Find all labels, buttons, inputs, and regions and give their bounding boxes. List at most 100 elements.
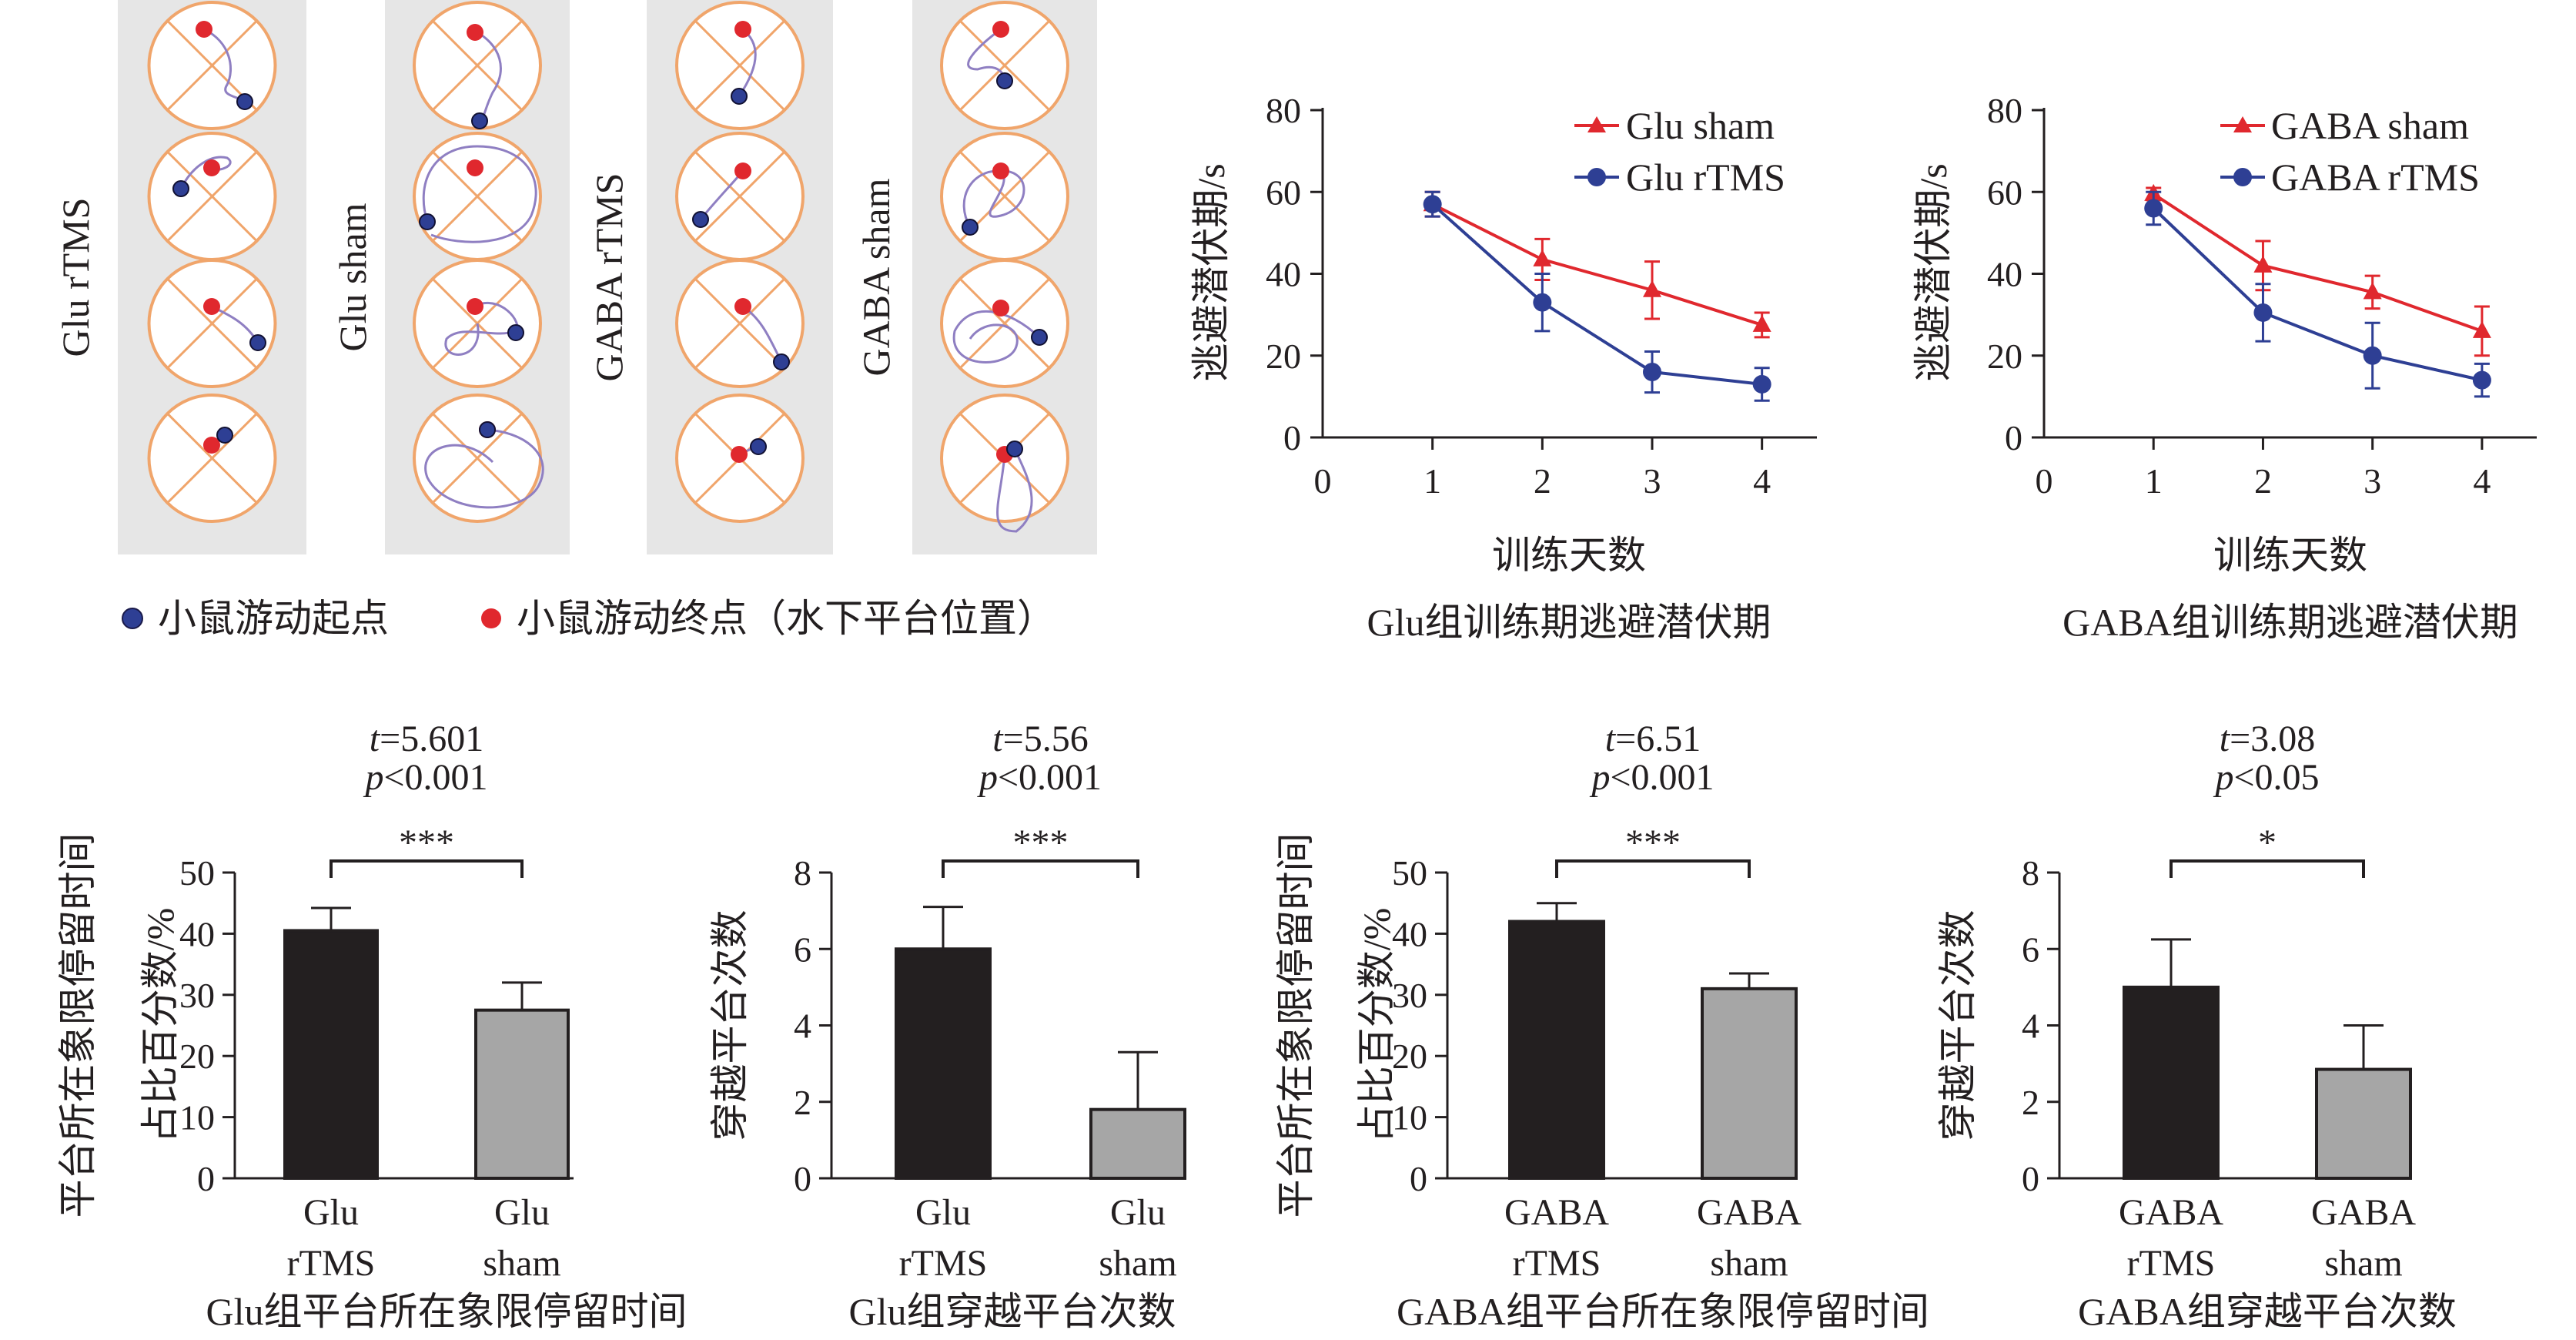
start-point-dot — [962, 219, 979, 236]
y-tick-label: 10 — [179, 1098, 215, 1137]
y-tick-label: 0 — [197, 1159, 215, 1198]
significance-stars: *** — [1013, 822, 1069, 863]
start-point-dot — [471, 112, 488, 129]
legend-sham-label: Glu sham — [1626, 104, 1775, 147]
data-point-circle — [1533, 293, 1552, 312]
bar-sham — [1701, 987, 1798, 1180]
y-tick-label: 2 — [2022, 1083, 2039, 1122]
y-tick-label: 6 — [2022, 930, 2039, 969]
y-tick-label: 50 — [179, 853, 215, 893]
y-tick-label: 20 — [179, 1037, 215, 1076]
bar-rtms — [1508, 920, 1605, 1181]
x-ticks: 0 1 2 3 4 — [2036, 437, 2491, 501]
start-point-dot — [507, 324, 524, 341]
start-point-dot — [692, 211, 709, 228]
bar-rtms — [895, 947, 992, 1180]
swim-path — [962, 169, 1025, 228]
x-tick-label: 2 — [1534, 461, 1551, 501]
y-axis-label: 平台所在象限停留时间 — [1274, 833, 1317, 1218]
x-tick-label: 0 — [2036, 461, 2053, 501]
y-tick-label: 0 — [2022, 1159, 2039, 1198]
end-point-dot — [203, 159, 220, 176]
legend-rtms-label: Glu rTMS — [1626, 156, 1785, 199]
series-sham — [1423, 190, 1771, 339]
x-tick-label: 3 — [1644, 461, 1661, 501]
start-point-dot — [419, 213, 436, 230]
y-tick-label: 30 — [179, 976, 215, 1015]
quadrant-line — [958, 19, 1051, 112]
quadrant-line — [694, 277, 786, 370]
series-line — [1431, 203, 1763, 327]
y-tick-label: 40 — [1266, 255, 1301, 294]
bar-chart-glu-quadrant-time: 0 10 20 30 40 50 Glu rTMS Glu sham *** t=5.601p<0.0… — [56, 719, 687, 1333]
start-point-dot — [773, 353, 790, 370]
significance-stars: *** — [1625, 822, 1681, 863]
pool-trial — [413, 394, 544, 523]
bar-sham — [1089, 1107, 1186, 1181]
chart-title: Glu组穿越平台次数 — [849, 1290, 1176, 1333]
data-point-triangle — [1533, 249, 1552, 266]
legend-start-label: 小鼠游动起点 — [158, 597, 389, 640]
y-ticks: 0 20 40 60 80 — [1987, 91, 2044, 457]
bar-chart-glu-crossings: 0 2 4 6 8 Glu rTMS Glu sham *** t=5.56p<0.001 穿越平台次… — [708, 719, 1186, 1333]
end-point-dot — [992, 300, 1009, 317]
pool-trial — [940, 132, 1069, 261]
start-point-dot — [731, 88, 748, 105]
y-tick-label: 60 — [1266, 173, 1301, 212]
bar-chart-gaba-quadrant-time: 0 10 20 30 40 50 GABA rTMS GABA sham *** t=6.51p<0.… — [1274, 719, 1929, 1333]
y-tick-label: 40 — [179, 914, 215, 953]
x-tick-label: sham — [1099, 1243, 1176, 1284]
x-tick-label: GABA — [1697, 1192, 1802, 1233]
end-point-dot — [992, 162, 1009, 179]
series-line — [2152, 207, 2483, 382]
end-point-dot — [467, 24, 483, 41]
quadrant-line — [694, 150, 786, 243]
pool-trial — [413, 259, 542, 388]
y-axis-label: 穿越平台次数 — [1936, 910, 1979, 1141]
p-value: p<0.05 — [2213, 757, 2319, 798]
t-statistic: t=5.56 — [992, 719, 1088, 759]
x-tick-label: Glu — [303, 1192, 359, 1233]
chart-title: GABA组穿越平台次数 — [2078, 1290, 2457, 1333]
bar-rtms — [283, 929, 379, 1181]
swim-path — [444, 301, 519, 356]
swim-path — [996, 448, 1033, 533]
y-tick-label: 40 — [1987, 255, 2022, 294]
data-point-triangle — [1643, 280, 1661, 297]
end-point-dot — [734, 298, 751, 315]
series-sham — [2144, 183, 2491, 357]
pool-trial — [675, 1, 805, 130]
y-tick-label: 8 — [794, 853, 811, 893]
chart-title: Glu组训练期逃避潜伏期 — [1367, 601, 1771, 644]
significance-bracket — [330, 859, 524, 878]
x-tick-label: GABA — [2119, 1192, 2223, 1233]
y-tick-label: 40 — [1392, 914, 1427, 953]
bar-sham — [2315, 1067, 2412, 1180]
pool-trial — [147, 259, 277, 388]
quadrant-line — [431, 19, 524, 112]
bar-rtms — [2123, 985, 2220, 1180]
x-tick-label: GABA — [1504, 1192, 1609, 1233]
quadrant-line — [166, 19, 258, 112]
series-rtms — [1423, 190, 1771, 402]
y-tick-label: 0 — [794, 1159, 811, 1198]
legend: GABA sham GABA rTMS — [2220, 104, 2480, 199]
t-statistic: t=6.51 — [1605, 719, 1701, 759]
chart-title: GABA组训练期逃避潜伏期 — [2062, 601, 2518, 644]
start-point-dot — [1006, 441, 1023, 457]
start-point-dot — [750, 438, 767, 455]
y-tick-label: 0 — [1410, 1159, 1427, 1198]
swim-path — [424, 428, 544, 509]
p-value: p<0.001 — [1589, 757, 1714, 798]
pool-trial — [147, 1, 277, 130]
data-point-triangle — [1752, 314, 1771, 332]
group-label-gaba-rtms: GABA rTMS — [587, 173, 631, 382]
x-tick-label: Glu — [915, 1192, 971, 1233]
quadrant-line — [166, 412, 258, 504]
quadrant-line — [958, 277, 1051, 370]
series-line — [2153, 193, 2483, 333]
line-chart-glu: 0 20 40 60 80 0 1 2 3 4 逃避潜伏期/s 训练天数 Glu组训练期逃避潜伏… — [1189, 91, 1817, 644]
significance-bracket — [1555, 859, 1751, 878]
legend-rtms-marker — [1587, 168, 1606, 186]
